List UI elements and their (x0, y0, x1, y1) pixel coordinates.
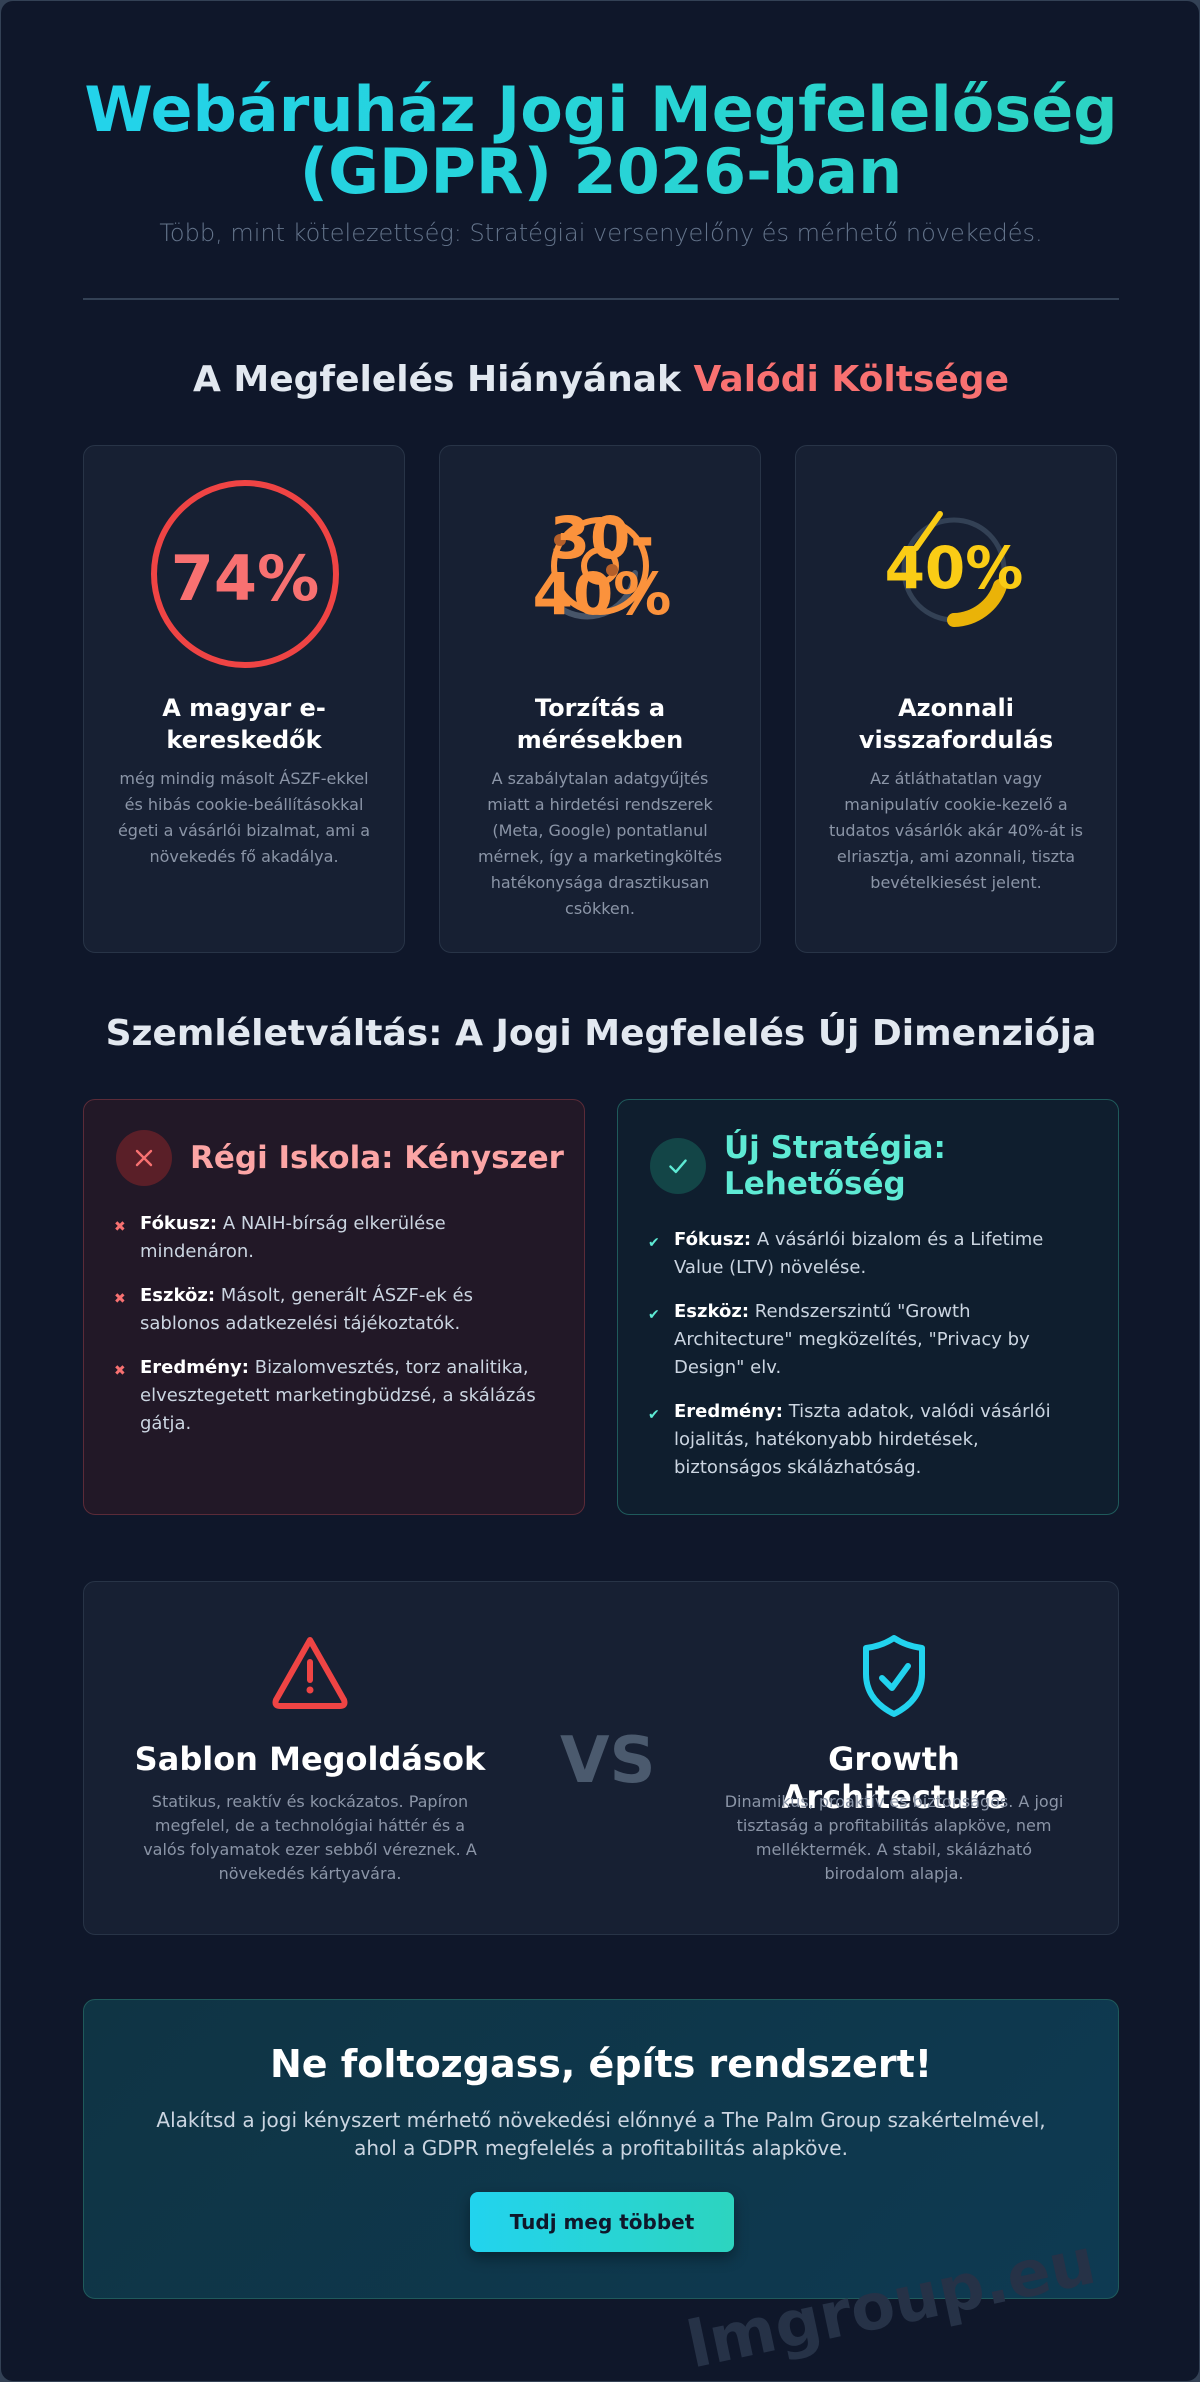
cta-text: Alakítsd a jogi kényszert mérhető növeke… (156, 2108, 1046, 2160)
template-solutions-title: Sablon Megoldások (134, 1740, 486, 1778)
growth-architecture-title: Growth Architecture (781, 1740, 1007, 1816)
list-item: ✔ Fókusz: A vásárlói bizalom és a Lifetim… (648, 1226, 1088, 1282)
page-subtitle: Több, mint kötelezettség: Stratégiai ver… (159, 219, 1043, 247)
page-title: Webáruház Jogi Megfelelőség (GDPR) 2026-… (1, 79, 1199, 203)
new-strategy-list: ✔ Fókusz: A vásárlói bizalom és a Lifetim… (648, 1226, 1088, 1498)
growth-architecture-text: Dinamikus, proaktív és biztonságos. A jo… (724, 1792, 1064, 1883)
warning-triangle-icon (270, 1634, 350, 1714)
stat-card-text: A szabálytalan adatgyűjtés miatt a hirde… (477, 769, 723, 918)
page-title-line2: (GDPR) 2026-ban (299, 135, 903, 208)
versus-card: Sablon Megoldások Statikus, reaktív és k… (83, 1581, 1119, 1935)
cost-section-title: A Megfelelés Hiányának Valódi Költsége (1, 359, 1199, 400)
list-item: ✔ Eredmény: Tiszta adatok, valódi vásárló… (648, 1398, 1088, 1482)
stat-card-40: 40% Azonnali visszafordulás Az átláthata… (795, 445, 1117, 953)
gauge-icon: 40% (796, 478, 1116, 678)
old-school-title: Régi Iskola: Kényszer (190, 1140, 564, 1176)
check-icon (650, 1138, 706, 1194)
list-item: ✔ Eszköz: Rendszerszintű "Growth Architec… (648, 1298, 1088, 1382)
stat-card-title: A magyar e-kereskedők (162, 694, 326, 754)
check-bullet-icon: ✔ (648, 1235, 660, 1251)
stat-card-text: Az átláthatatlan vagy manipulatív cookie… (829, 769, 1083, 892)
page-title-line1: Webáruház Jogi Megfelelőség (84, 73, 1118, 146)
learn-more-button[interactable]: Tudj meg többet (470, 2192, 734, 2252)
stat-card-text: még mindig másolt ÁSZF-ekkel és hibás co… (117, 769, 371, 866)
check-bullet-icon: ✔ (648, 1407, 660, 1423)
cta-title: Ne foltozgass, építs rendszert! (269, 2042, 933, 2086)
cta-section: Ne foltozgass, építs rendszert! Alakítsd… (83, 1999, 1119, 2299)
stat-value: 74% (171, 542, 319, 615)
stat-value-top: 30- (550, 504, 655, 572)
old-school-card: Régi Iskola: Kényszer ✖ Fókusz: A NAIH-bí… (83, 1099, 585, 1515)
stat-card-title: Azonnali visszafordulás (858, 694, 1054, 754)
x-bullet-icon: ✖ (114, 1219, 126, 1235)
x-bullet-icon: ✖ (114, 1291, 126, 1307)
stat-card-74: 74% A magyar e-kereskedők még mindig más… (83, 445, 405, 953)
cost-title-main: A Megfelelés Hiányának (193, 359, 681, 400)
stat-card-30-40: 30- 40% Torzítás a mérésekben A szabályt… (439, 445, 761, 953)
list-item: ✖ Eszköz: Másolt, generált ÁSZF-ek és sab… (114, 1282, 554, 1338)
new-strategy-title: Új Stratégia: Lehetőség (724, 1130, 946, 1202)
check-bullet-icon: ✔ (648, 1307, 660, 1323)
list-item: ✖ Fókusz: A NAIH-bírság elkerülése minden… (114, 1210, 554, 1266)
shield-check-icon (854, 1634, 934, 1722)
ring-icon: 74% (84, 478, 404, 678)
x-bullet-icon: ✖ (114, 1363, 126, 1379)
cost-title-accent: Valódi Költsége (693, 359, 1009, 400)
template-solutions-text: Statikus, reaktív és kockázatos. Papíron… (143, 1792, 477, 1883)
stat-value: 40% (885, 534, 1024, 602)
old-school-list: ✖ Fókusz: A NAIH-bírság elkerülése minden… (114, 1210, 554, 1454)
stat-value-bottom: 40% (533, 560, 672, 628)
divider (83, 298, 1119, 300)
x-icon (116, 1130, 172, 1186)
target-icon: 30- 40% (440, 478, 760, 678)
stat-card-title: Torzítás a mérésekben (516, 694, 684, 754)
vs-label: VS (560, 1724, 656, 1798)
new-strategy-card: Új Stratégia: Lehetőség ✔ Fókusz: A vásár… (617, 1099, 1119, 1515)
shift-section-title: Szemléletváltás: A Jogi Megfelelés Új Di… (105, 1013, 1097, 1054)
list-item: ✖ Eredmény: Bizalomvesztés, torz analitik… (114, 1354, 554, 1438)
